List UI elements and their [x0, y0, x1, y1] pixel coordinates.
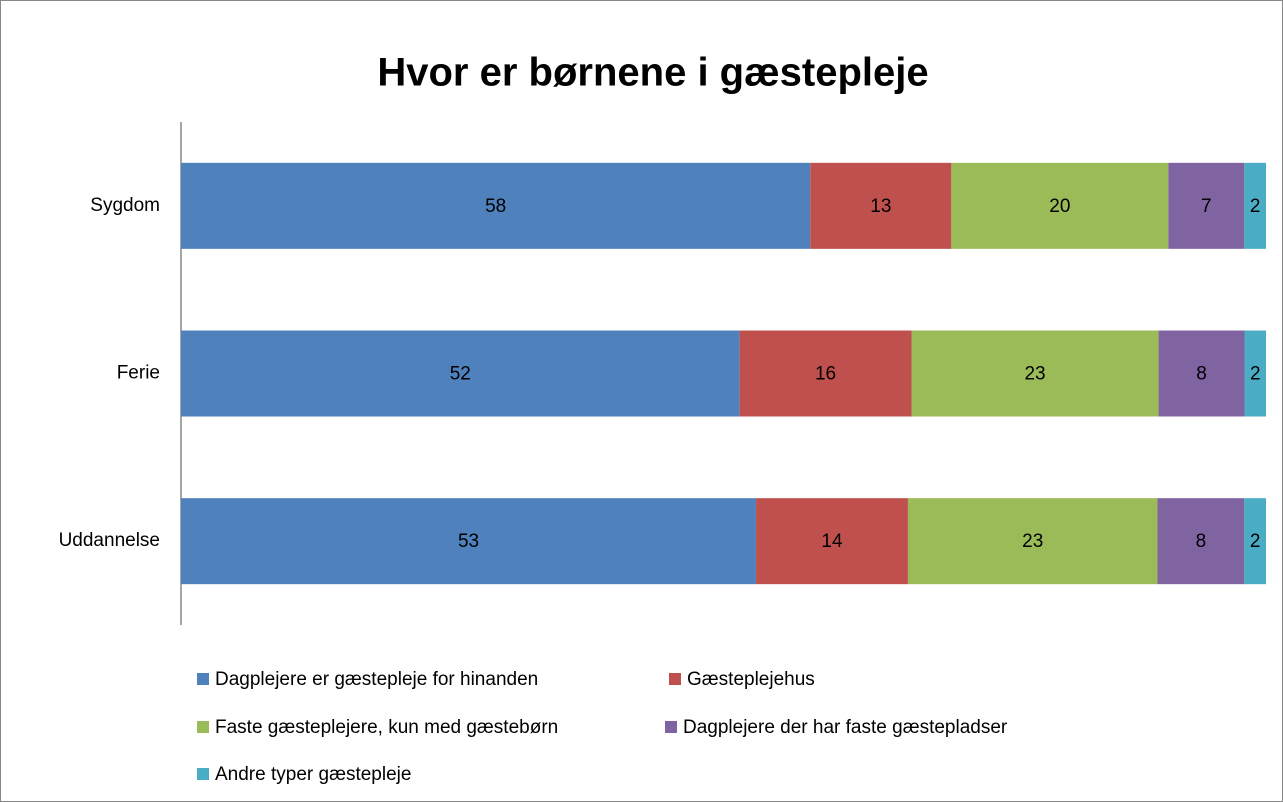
- data-label: 13: [870, 196, 891, 217]
- bar-segment: [1168, 162, 1245, 249]
- bar-segment: [181, 498, 757, 585]
- data-label: 58: [485, 196, 506, 217]
- data-label: 53: [458, 531, 479, 552]
- bar-segment: [1158, 330, 1245, 417]
- bar-segment: [1244, 498, 1266, 585]
- legend-label: Gæsteplejehus: [687, 669, 815, 690]
- bar-segment: [1244, 330, 1266, 417]
- data-label: 23: [1022, 531, 1043, 552]
- bar-segment: [756, 498, 908, 585]
- data-label: 8: [1196, 364, 1207, 385]
- legend-label: Andre typer gæstepleje: [215, 764, 411, 785]
- bar-segment: [911, 330, 1159, 417]
- legend-swatch: [197, 768, 209, 780]
- bar-segment: [181, 162, 811, 249]
- data-label: 14: [821, 531, 843, 552]
- data-label: 2: [1250, 531, 1261, 552]
- legend-swatch: [197, 673, 209, 685]
- data-label: 23: [1024, 364, 1045, 385]
- chart-title: Hvor er børnene i gæstepleje: [377, 51, 928, 95]
- data-label: 52: [450, 364, 471, 385]
- bar-segment: [810, 162, 952, 249]
- legend-label: Dagplejere er gæstepleje for hinanden: [215, 669, 538, 690]
- data-label: 20: [1049, 196, 1070, 217]
- y-tick-label: Uddannelse: [59, 530, 160, 551]
- legend-swatch: [669, 673, 681, 685]
- bar-segment: [1157, 498, 1245, 585]
- data-label: 2: [1250, 196, 1261, 217]
- bar-segment: [907, 498, 1158, 585]
- bar-segment: [181, 330, 740, 417]
- legend-swatch: [197, 721, 209, 733]
- bar-segment: [951, 162, 1169, 249]
- legend-label: Faste gæsteplejere, kun med gæstebørn: [215, 717, 558, 738]
- y-tick-label: Ferie: [117, 363, 160, 384]
- data-label: 2: [1250, 364, 1261, 385]
- data-label: 8: [1196, 531, 1207, 552]
- data-label: 16: [815, 364, 836, 385]
- data-label: 7: [1201, 196, 1212, 217]
- bar-segment: [739, 330, 912, 417]
- y-tick-label: Sygdom: [90, 195, 160, 216]
- legend-label: Dagplejere der har faste gæstepladser: [683, 717, 1008, 738]
- bar-segment: [1244, 162, 1266, 249]
- legend-swatch: [665, 721, 677, 733]
